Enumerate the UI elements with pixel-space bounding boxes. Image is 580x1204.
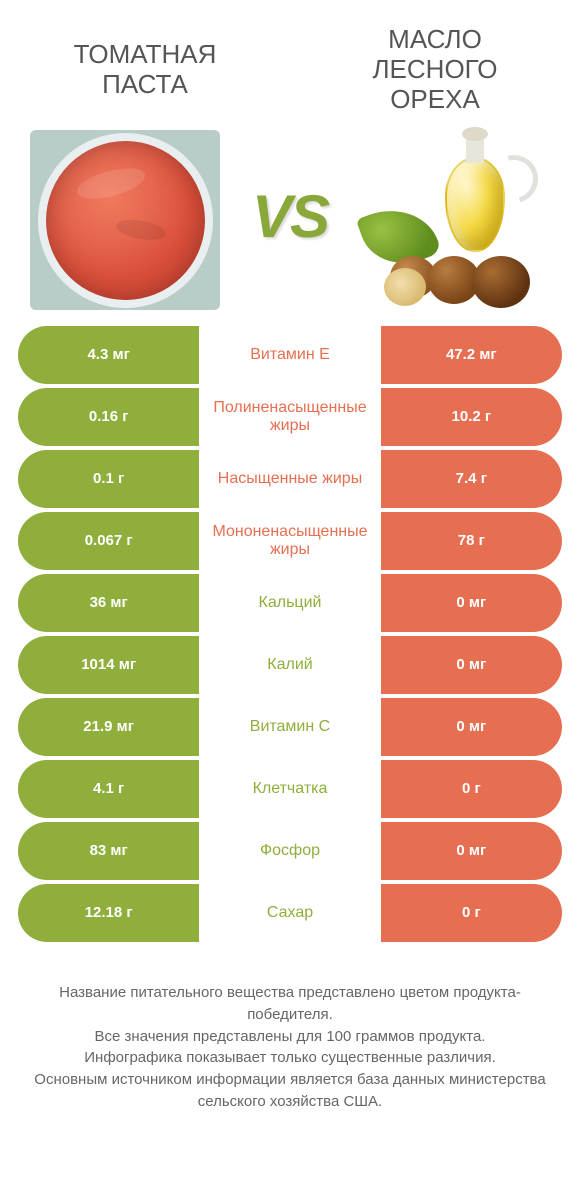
value-left: 83 мг [18,822,199,880]
value-left: 0.16 г [18,388,199,446]
nutrient-name: Мононенасыщенные жиры [199,512,380,570]
table-row: 4.1 гКлетчатка0 г [18,760,562,818]
value-right: 0 мг [381,574,562,632]
value-left: 4.1 г [18,760,199,818]
tomato-paste-icon [30,130,220,310]
table-row: 0.1 гНасыщенные жиры7.4 г [18,450,562,508]
product-image-right [360,130,550,310]
table-row: 4.3 мгВитамин Е47.2 мг [18,326,562,384]
table-row: 83 мгФосфор0 мг [18,822,562,880]
value-right: 0 мг [381,698,562,756]
value-right: 0 г [381,884,562,942]
comparison-table: 4.3 мгВитамин Е47.2 мг0.16 гПолиненасыще… [0,320,580,942]
value-left: 0.067 г [18,512,199,570]
table-row: 0.16 гПолиненасыщенные жиры10.2 г [18,388,562,446]
header-row: ТОМАТНАЯПАСТА МАСЛОЛЕСНОГООРЕХА [0,0,580,120]
nutrient-name: Калий [199,636,380,694]
images-row: VS [0,120,580,320]
nutrient-name: Фосфор [199,822,380,880]
value-right: 78 г [381,512,562,570]
value-left: 0.1 г [18,450,199,508]
footer-line: Все значения представлены для 100 граммо… [30,1026,550,1048]
nutrient-name: Полиненасыщенные жиры [199,388,380,446]
vs-badge: VS [252,182,328,251]
nutrient-name: Витамин Е [199,326,380,384]
hazelnut-icon [472,256,530,308]
value-left: 21.9 мг [18,698,199,756]
table-row: 0.067 гМононенасыщенные жиры78 г [18,512,562,570]
value-left: 4.3 мг [18,326,199,384]
value-left: 36 мг [18,574,199,632]
footer-line: Название питательного вещества представл… [30,982,550,1026]
value-right: 10.2 г [381,388,562,446]
nutrient-name: Сахар [199,884,380,942]
value-left: 1014 мг [18,636,199,694]
nutrient-name: Кальций [199,574,380,632]
product-image-left [30,130,220,310]
table-row: 21.9 мгВитамин C0 мг [18,698,562,756]
footer-line: Основным источником информации является … [30,1069,550,1113]
value-left: 12.18 г [18,884,199,942]
oil-cruet-icon [440,135,510,255]
table-row: 36 мгКальций0 мг [18,574,562,632]
value-right: 0 г [381,760,562,818]
product-title-right: МАСЛОЛЕСНОГООРЕХА [290,20,580,120]
product-title-left: ТОМАТНАЯПАСТА [0,20,290,120]
hazelnut-half-icon [384,268,426,306]
nutrient-name: Витамин C [199,698,380,756]
nutrient-name: Клетчатка [199,760,380,818]
value-right: 0 мг [381,636,562,694]
nutrient-name: Насыщенные жиры [199,450,380,508]
value-right: 47.2 мг [381,326,562,384]
table-row: 1014 мгКалий0 мг [18,636,562,694]
footer-line: Инфографика показывает только существенн… [30,1047,550,1069]
value-right: 0 мг [381,822,562,880]
value-right: 7.4 г [381,450,562,508]
table-row: 12.18 гСахар0 г [18,884,562,942]
footer-notes: Название питательного вещества представл… [0,946,580,1113]
